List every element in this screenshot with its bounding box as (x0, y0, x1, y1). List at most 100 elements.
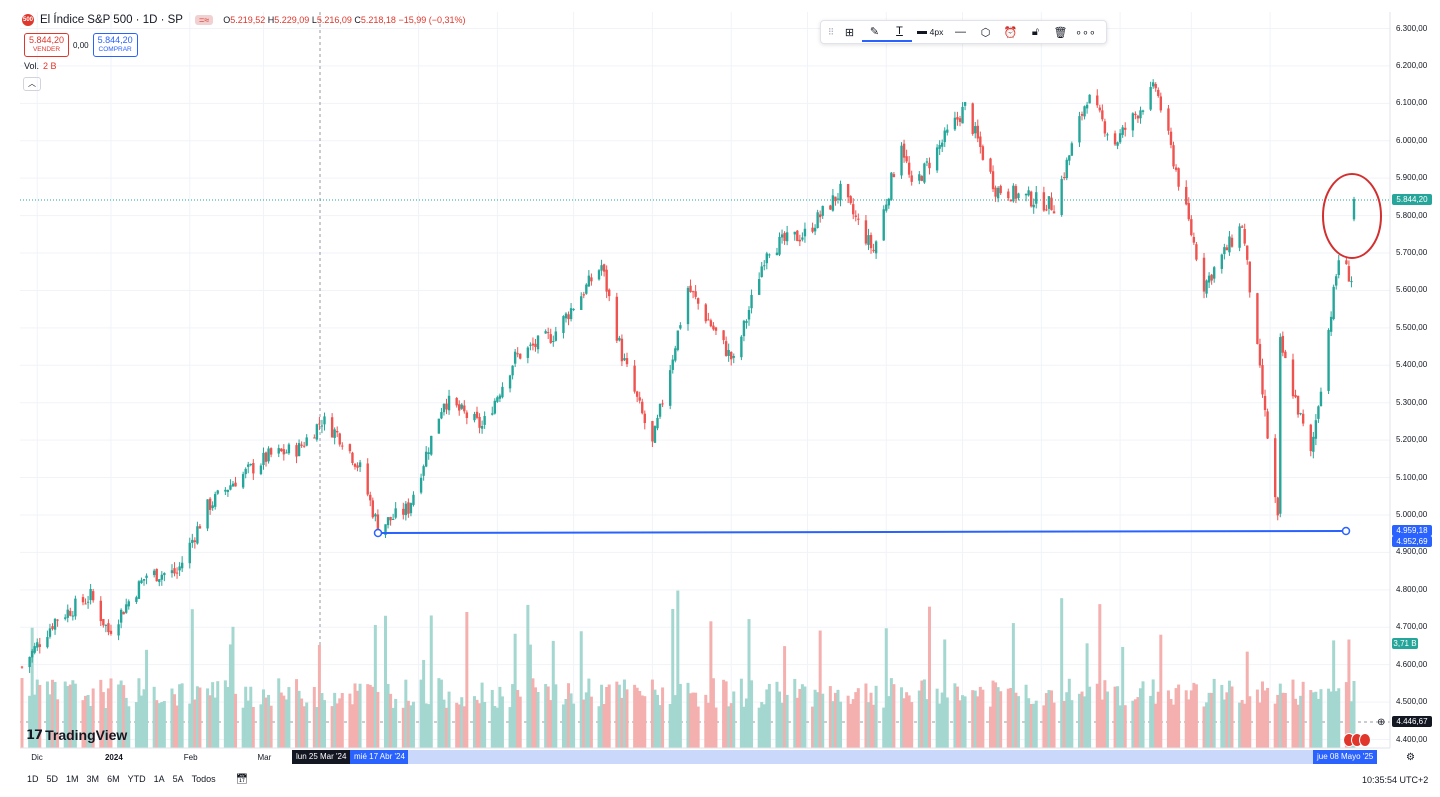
candle-body (259, 465, 263, 475)
lock-icon[interactable]: 🔓︎ (1031, 25, 1040, 38)
interval-6m[interactable]: 6M (107, 774, 120, 784)
volume-bar (234, 693, 238, 748)
candle-body (241, 474, 245, 488)
candle-body (213, 494, 217, 507)
events-flags-icon[interactable] (1343, 733, 1371, 747)
calendar-icon[interactable]: 📅︎ (235, 774, 249, 785)
volume-bar (800, 684, 804, 748)
candle-body (562, 316, 565, 333)
visibility-icon[interactable]: ⬡ (980, 26, 991, 39)
volume-bar (561, 704, 565, 748)
volume-bar (533, 687, 537, 748)
volume-bar (216, 681, 220, 748)
candle-body (1134, 113, 1137, 116)
trend-line-start-handle[interactable] (373, 528, 383, 538)
interval-1a[interactable]: 1A (153, 774, 165, 784)
volume-bar (1088, 686, 1092, 748)
candle-body (869, 234, 873, 249)
buy-button[interactable]: 5.844,20 COMPRAR (92, 33, 138, 57)
candle-body (267, 448, 270, 462)
interval-5a[interactable]: 5A (172, 774, 184, 784)
volume-bar (1230, 686, 1234, 748)
volume-bar (650, 679, 654, 748)
candle-body (691, 291, 695, 293)
volume-bar (633, 684, 637, 748)
volume-bar (1121, 646, 1125, 748)
candle-body (46, 637, 49, 648)
candle-body (155, 568, 158, 582)
collapse-legend-button[interactable]: ︿ (23, 77, 41, 91)
line-style-icon[interactable]: — (955, 26, 966, 38)
volume-bar (1174, 688, 1178, 748)
interval-3m[interactable]: 3M (86, 774, 100, 784)
volume-bar (508, 707, 512, 748)
candle-body (1151, 82, 1155, 87)
volume-bar (350, 704, 354, 748)
interval-todos[interactable]: Todos (191, 774, 216, 784)
candle-body (297, 443, 301, 457)
pencil-icon[interactable]: ✎ (862, 22, 887, 42)
volume-bar (849, 703, 853, 748)
candle-body (1299, 413, 1302, 415)
settings-icon[interactable]: ⚙ (1406, 752, 1415, 763)
interval-1m[interactable]: 1M (66, 774, 79, 784)
market-status-pill[interactable]: =≈ (194, 15, 214, 25)
line-price-tag-2: 4.952,69 (1392, 536, 1432, 547)
line-width-selector[interactable]: 4px (912, 21, 948, 43)
volume-bar (134, 702, 138, 748)
candle-body (491, 413, 494, 415)
volume-bar (404, 679, 408, 748)
volume-bar (620, 697, 624, 748)
candle-body (1238, 226, 1241, 248)
range-end-date-tag: jue 08 Mayo '25 (1313, 750, 1378, 764)
volume-bar (676, 590, 680, 748)
support-trend-line[interactable] (377, 530, 1347, 534)
more-icon[interactable]: ∘∘∘ (1075, 26, 1096, 39)
candle-body (935, 147, 939, 171)
interval-5d[interactable]: 5D (46, 774, 59, 784)
trend-line-end-handle[interactable] (1341, 526, 1351, 536)
symbol-header: 500 El Índice S&P 500 · 1D · SP =≈ O5.21… (22, 14, 466, 26)
volume-bar (887, 696, 891, 748)
interval-ytd[interactable]: YTD (127, 774, 146, 784)
volume-bar (20, 678, 24, 748)
grid-icon[interactable]: ⊞ (844, 26, 855, 39)
volume-bar (1006, 688, 1010, 748)
candle-body (391, 518, 395, 520)
volume-bar (635, 687, 639, 748)
candle-body (508, 375, 512, 389)
highlight-circle[interactable] (1322, 173, 1382, 259)
sell-button[interactable]: 5.844,20 VENDER (24, 33, 70, 57)
candle-body (389, 516, 392, 521)
volume-bar (419, 679, 423, 748)
sp-500-badge-icon[interactable]: 500 (22, 14, 34, 26)
volume-bar (279, 692, 283, 748)
candle-body (84, 603, 87, 605)
trash-icon[interactable]: 🗑︎ (1053, 26, 1068, 39)
candle-body (552, 341, 555, 343)
interval-1d[interactable]: 1D (27, 774, 39, 784)
volume-bar (109, 678, 113, 748)
tradingview-logo[interactable]: 𝟭𝟳 TradingView (26, 727, 128, 743)
time-tick-label: Dic (31, 753, 43, 762)
alert-icon[interactable]: ⏰ (1003, 26, 1018, 39)
candle-body (170, 570, 174, 574)
candle-body (1205, 280, 1208, 294)
clock[interactable]: 10:35:54 UTC+2 (1362, 775, 1429, 785)
candle-body (145, 575, 148, 578)
candle-body (801, 237, 804, 240)
candle-body (818, 214, 822, 218)
volume-bar (439, 679, 443, 748)
text-icon[interactable]: T (887, 22, 912, 42)
candle-body (480, 425, 484, 429)
add-alert-icon[interactable]: ⊕ (1377, 717, 1386, 728)
symbol-title[interactable]: El Índice S&P 500 · 1D · SP (40, 14, 183, 26)
volume-bar (1113, 686, 1117, 748)
volume-bar (1291, 679, 1295, 748)
candle-body (351, 452, 354, 463)
volume-bar (1116, 686, 1120, 748)
price-tick-label: 6.200,00 (1396, 60, 1428, 70)
volume-bar (1210, 692, 1214, 748)
drag-handle-icon[interactable]: ⠿ (827, 26, 835, 37)
